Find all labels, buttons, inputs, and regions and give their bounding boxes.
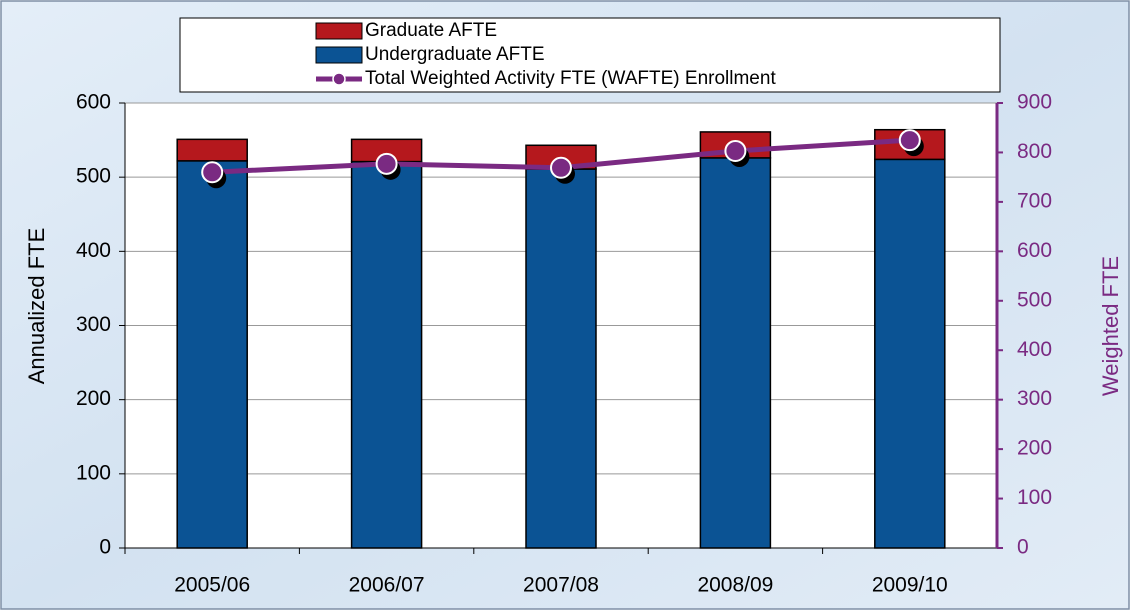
marker [201, 161, 224, 184]
y-tick-label: 200 [76, 387, 111, 410]
y2-tick-label: 0 [1017, 536, 1029, 559]
legend-label: Undergraduate AFTE [365, 44, 545, 65]
marker [375, 152, 398, 175]
marker [724, 139, 747, 162]
bar [525, 168, 597, 549]
marker [898, 129, 921, 152]
y2-tick-label: 700 [1017, 189, 1052, 212]
y2-tick-label: 900 [1017, 91, 1052, 114]
y2-tick-label: 200 [1017, 437, 1052, 460]
y2-axis-title: Weighted FTE [1098, 256, 1123, 396]
y2-tick-label: 300 [1017, 387, 1052, 410]
y2-tick-label: 800 [1017, 140, 1052, 163]
x-tick-label: 2007/08 [523, 574, 599, 597]
x-tick-label: 2009/10 [872, 574, 948, 597]
bar [176, 138, 248, 162]
y2-tick-label: 100 [1017, 486, 1052, 509]
y2-tick-label: 400 [1017, 338, 1052, 361]
y-tick-label: 300 [76, 313, 111, 336]
legend-swatch [332, 72, 346, 86]
y-tick-label: 100 [76, 461, 111, 484]
y2-tick-label: 500 [1017, 288, 1052, 311]
y-tick-label: 500 [76, 165, 111, 188]
legend-swatch [315, 46, 363, 64]
legend-swatch [315, 22, 363, 40]
legend-label: Total Weighted Activity FTE (WAFTE) Enro… [365, 68, 776, 89]
x-tick-label: 2006/07 [349, 574, 425, 597]
bar [176, 160, 248, 549]
bar [699, 157, 772, 549]
y-tick-label: 600 [76, 91, 111, 114]
legend-label: Graduate AFTE [365, 20, 497, 41]
bar [874, 158, 946, 549]
marker [550, 156, 572, 179]
y-tick-label: 0 [99, 536, 111, 559]
x-tick-label: 2005/06 [174, 574, 250, 597]
bar [350, 160, 423, 549]
y2-tick-label: 600 [1017, 239, 1052, 262]
y-axis-title: Annualized FTE [24, 228, 49, 385]
y-tick-label: 400 [76, 239, 111, 262]
x-tick-label: 2008/09 [697, 574, 773, 597]
